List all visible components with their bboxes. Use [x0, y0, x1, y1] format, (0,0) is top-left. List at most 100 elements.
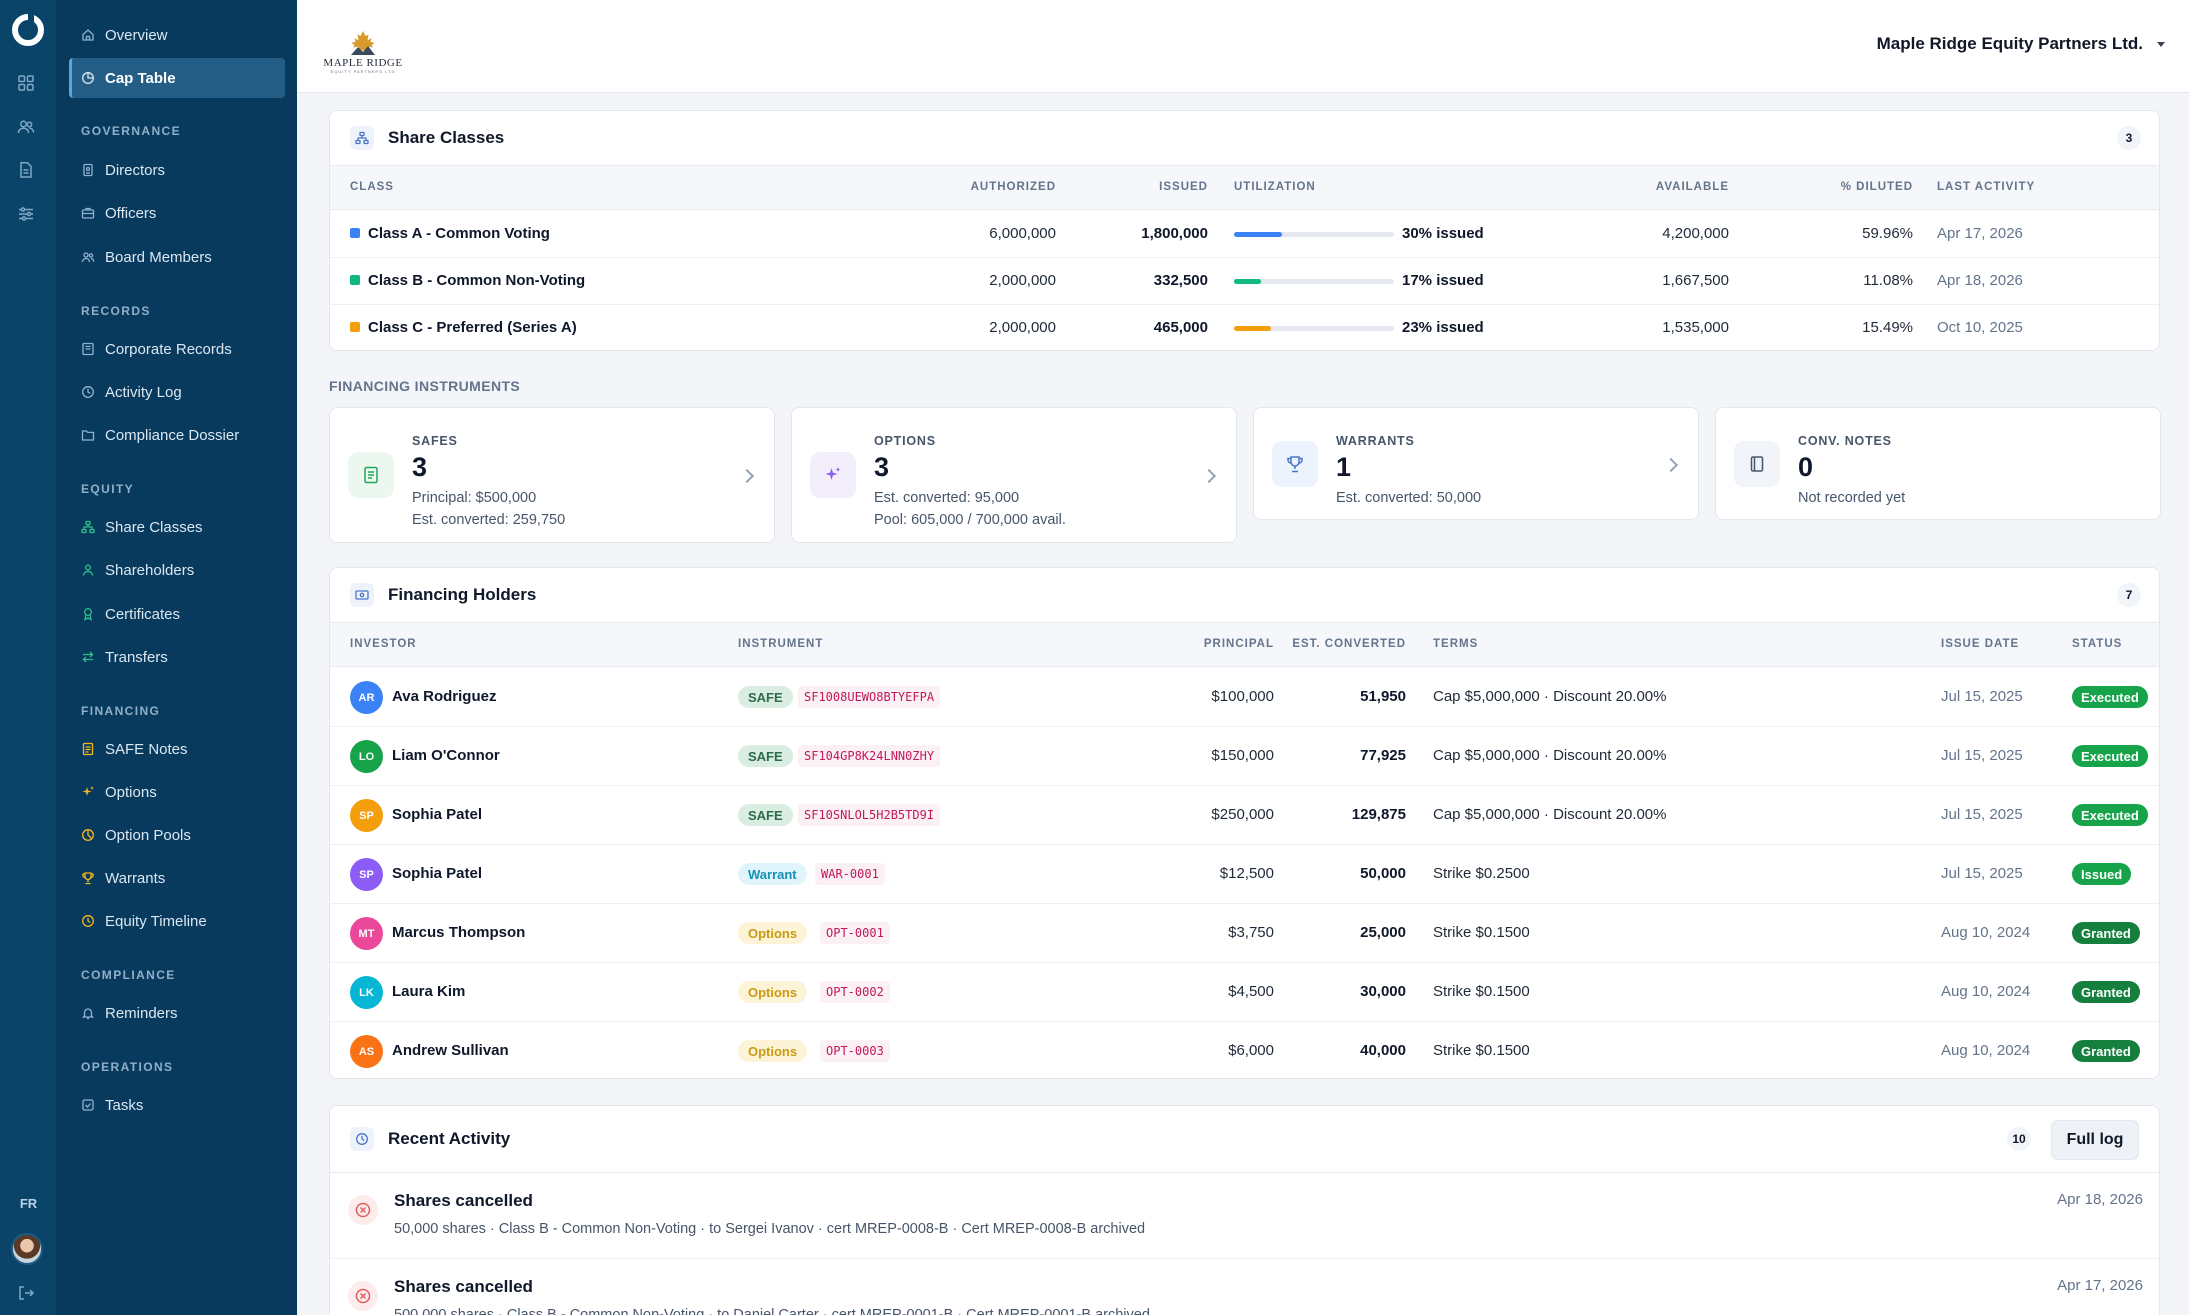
logo-title: MAPLE RIDGE — [323, 57, 403, 69]
sidebar-item-warrants[interactable]: Warrants — [69, 858, 285, 898]
document-icon[interactable] — [17, 161, 35, 179]
users-icon[interactable] — [17, 118, 35, 136]
instrument-code: OPT-0003 — [820, 1040, 890, 1062]
card-detail: Est. converted: 95,000 — [874, 490, 1020, 506]
warrants-card[interactable]: WARRANTS 1 Est. converted: 50,000 — [1253, 407, 1699, 520]
table-row[interactable]: Class C - Preferred (Series A) 2,000,000… — [330, 305, 2159, 352]
sidebar-item-tasks[interactable]: Tasks — [69, 1085, 285, 1125]
table-row[interactable]: Class B - Common Non-Voting 2,000,000 33… — [330, 258, 2159, 305]
investor-name: Laura Kim — [392, 983, 466, 1000]
column-header: ISSUE DATE — [1941, 638, 2020, 650]
status-badge: Executed — [2072, 686, 2148, 708]
card-value: 1 — [1336, 452, 1352, 482]
table-row[interactable]: SP Sophia Patel SAFE SF10SNLOL5H2B5TD9I … — [330, 786, 2159, 845]
sidebar-item-share-classes[interactable]: Share Classes — [69, 507, 285, 547]
activity-item[interactable]: Shares cancelled 50,000 shares · Class B… — [330, 1173, 2159, 1259]
sidebar-item-compliance-dossier[interactable]: Compliance Dossier — [69, 415, 285, 455]
card-value: 0 — [1798, 452, 1814, 482]
id-badge-icon — [81, 163, 95, 177]
table-row[interactable]: AR Ava Rodriguez SAFE SF1008UEWO8BTYEFPA… — [330, 668, 2159, 727]
column-header: INSTRUMENT — [738, 638, 824, 650]
principal-value: $4,500 — [1228, 983, 1274, 1000]
logout-icon[interactable] — [17, 1284, 35, 1302]
conv-notes-card[interactable]: CONV. NOTES 0 Not recorded yet — [1715, 407, 2161, 520]
cancel-circle-icon — [348, 1195, 378, 1225]
organization-switcher[interactable]: Maple Ridge Equity Partners Ltd. — [1877, 34, 2165, 54]
column-header: AUTHORIZED — [970, 181, 1056, 193]
sidebar-item-label: Transfers — [105, 648, 168, 666]
sidebar-item-overview[interactable]: Overview — [69, 15, 285, 55]
card-detail: Not recorded yet — [1798, 490, 1906, 506]
investor-name: Sophia Patel — [392, 865, 483, 882]
sidebar-item-label: Options — [105, 783, 157, 801]
instrument-code: OPT-0001 — [820, 922, 890, 944]
sidebar-item-label: Overview — [105, 26, 168, 44]
language-switch[interactable]: FR — [19, 1196, 38, 1211]
sidebar-item-label: Tasks — [105, 1096, 144, 1114]
available-value: 1,667,500 — [1662, 272, 1729, 289]
card-title: Recent Activity — [388, 1129, 511, 1148]
briefcase-icon — [81, 206, 95, 220]
sidebar-item-equity-timeline[interactable]: Equity Timeline — [69, 901, 285, 941]
sidebar-item-option-pools[interactable]: Option Pools — [69, 815, 285, 855]
column-header: CLASS — [350, 181, 394, 193]
card-label: SAFES — [412, 434, 458, 448]
sidebar-item-shareholders[interactable]: Shareholders — [69, 550, 285, 590]
table-row[interactable]: Class A - Common Voting 6,000,000 1,800,… — [330, 211, 2159, 258]
instrument-badge: Options — [738, 1040, 808, 1062]
sidebar-item-officers[interactable]: Officers — [69, 193, 285, 233]
table-header: INVESTOR INSTRUMENT PRINCIPAL EST. CONVE… — [330, 623, 2159, 667]
activity-item[interactable]: Shares cancelled 500,000 shares · Class … — [330, 1259, 2159, 1315]
table-row[interactable]: LO Liam O'Connor SAFE SF104GP8K24LNN0ZHY… — [330, 727, 2159, 786]
issue-date: Jul 15, 2025 — [1941, 806, 2023, 823]
chevron-right-icon — [1201, 468, 1217, 484]
terms-value: Strike $0.1500 — [1433, 983, 1530, 1000]
utilization-bar — [1234, 279, 1394, 284]
bell-icon — [81, 1006, 95, 1020]
shareholders-icon — [81, 563, 95, 577]
sidebar-item-directors[interactable]: Directors — [69, 150, 285, 190]
diluted-value: 15.49% — [1862, 319, 1913, 336]
folder-icon — [81, 428, 95, 442]
status-badge: Granted — [2072, 1040, 2140, 1062]
utilization-label: 23% issued — [1402, 319, 1484, 336]
sidebar-item-activity-log[interactable]: Activity Log — [69, 372, 285, 412]
sidebar-item-options[interactable]: Options — [69, 772, 285, 812]
table-row[interactable]: LK Laura Kim Options OPT-0002 $4,500 30,… — [330, 963, 2159, 1022]
share-classes-card: Share Classes 3 CLASS AUTHORIZED ISSUED … — [329, 110, 2160, 351]
sidebar-item-reminders[interactable]: Reminders — [69, 993, 285, 1033]
column-header: % DILUTED — [1840, 181, 1913, 193]
authorized-value: 2,000,000 — [989, 272, 1056, 289]
class-color-swatch — [350, 322, 360, 332]
card-label: OPTIONS — [874, 434, 936, 448]
section-governance: GOVERNANCE — [81, 124, 182, 138]
app-logo-icon[interactable] — [12, 12, 44, 46]
clock-icon — [350, 1127, 374, 1151]
table-row[interactable]: MT Marcus Thompson Options OPT-0001 $3,7… — [330, 904, 2159, 963]
share-classes-rows: Class A - Common Voting 6,000,000 1,800,… — [330, 211, 2159, 352]
note-icon — [81, 742, 95, 756]
sidebar-item-board-members[interactable]: Board Members — [69, 237, 285, 277]
sliders-icon[interactable] — [17, 205, 35, 223]
sidebar: Overview Cap Table GOVERNANCE Directors … — [57, 0, 297, 1315]
icon-rail: FR — [0, 0, 57, 1315]
safes-card[interactable]: SAFES 3 Principal: $500,000 Est. convert… — [329, 407, 775, 543]
sidebar-item-corporate-records[interactable]: Corporate Records — [69, 329, 285, 369]
hierarchy-icon — [350, 126, 374, 150]
sidebar-item-cap-table[interactable]: Cap Table — [69, 58, 285, 98]
sidebar-item-transfers[interactable]: Transfers — [69, 637, 285, 677]
sidebar-item-certificates[interactable]: Certificates — [69, 594, 285, 634]
sidebar-item-safe-notes[interactable]: SAFE Notes — [69, 729, 285, 769]
full-log-button[interactable]: Full log — [2051, 1120, 2139, 1160]
trophy-icon — [81, 871, 95, 885]
issue-date: Jul 15, 2025 — [1941, 747, 2023, 764]
table-row[interactable]: SP Sophia Patel Warrant WAR-0001 $12,500… — [330, 845, 2159, 904]
user-avatar[interactable] — [11, 1233, 43, 1265]
grid-icon[interactable] — [17, 74, 35, 92]
column-header: TERMS — [1433, 638, 1479, 650]
terms-value: Strike $0.2500 — [1433, 865, 1530, 882]
section-records: RECORDS — [81, 304, 151, 318]
table-row[interactable]: AS Andrew Sullivan Options OPT-0003 $6,0… — [330, 1022, 2159, 1079]
class-name: Class B - Common Non-Voting — [350, 272, 585, 289]
options-card[interactable]: OPTIONS 3 Est. converted: 95,000 Pool: 6… — [791, 407, 1237, 543]
